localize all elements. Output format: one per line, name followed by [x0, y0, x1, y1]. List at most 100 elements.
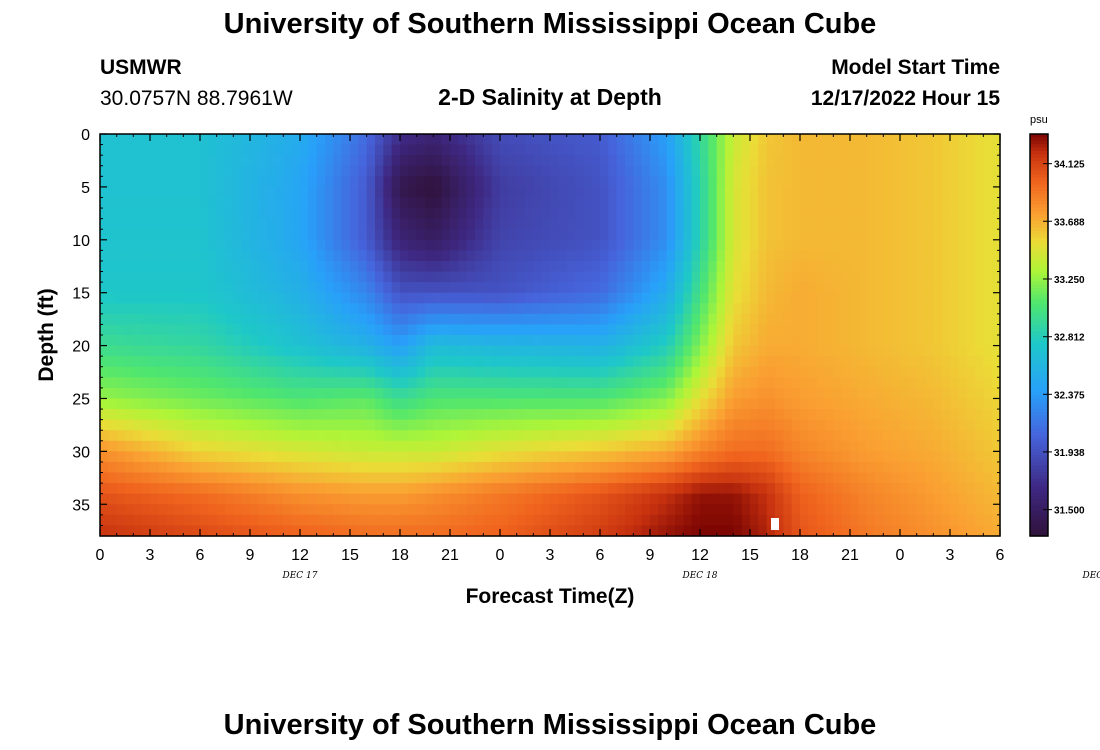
heatmap-cell: [800, 430, 809, 442]
heatmap-cell: [483, 165, 493, 177]
heatmap-cell: [716, 377, 726, 389]
heatmap-cell: [841, 229, 851, 241]
heatmap-cell: [641, 144, 651, 156]
heatmap-cell: [183, 218, 193, 230]
heatmap-cell: [150, 260, 159, 273]
heatmap-cell: [166, 218, 176, 230]
heatmap-cell: [458, 345, 468, 357]
heatmap-cell: [508, 472, 518, 484]
heatmap-cell: [300, 134, 309, 146]
heatmap-cell: [100, 165, 109, 177]
heatmap-cell: [991, 472, 1001, 484]
heatmap-cell: [283, 387, 293, 400]
heatmap-cell: [125, 514, 134, 527]
heatmap-cell: [200, 324, 209, 336]
heatmap-cell: [558, 239, 568, 251]
heatmap-cell: [408, 324, 418, 336]
heatmap-cell: [150, 197, 159, 209]
heatmap-cell: [983, 377, 993, 389]
heatmap-cell: [150, 472, 159, 484]
heatmap-cell: [508, 504, 518, 516]
heatmap-cell: [791, 493, 801, 505]
heatmap-cell: [741, 472, 751, 484]
heatmap-cell: [200, 197, 209, 209]
heatmap-cell: [733, 208, 743, 220]
heatmap-cell: [350, 419, 359, 431]
heatmap-cell: [850, 155, 859, 167]
heatmap-cell: [758, 409, 768, 421]
heatmap-cell: [816, 292, 826, 304]
heatmap-cell: [691, 398, 701, 410]
heatmap-cell: [191, 155, 201, 167]
heatmap-cell: [741, 186, 751, 199]
heatmap-cell: [300, 356, 309, 368]
heatmap-cell: [708, 239, 718, 251]
colorbar-swatch: [1030, 184, 1048, 189]
heatmap-cell: [658, 271, 668, 283]
heatmap-cell: [141, 430, 151, 442]
heatmap-cell: [791, 345, 801, 357]
heatmap-cell: [341, 303, 351, 315]
heatmap-cell: [575, 218, 584, 230]
heatmap-cell: [941, 303, 951, 315]
heatmap-cell: [983, 324, 993, 336]
heatmap-cell: [983, 419, 993, 431]
heatmap-cell: [166, 356, 176, 368]
heatmap-cell: [966, 260, 976, 273]
heatmap-cell: [941, 398, 951, 410]
heatmap-cell: [683, 324, 693, 336]
heatmap-cell: [741, 409, 751, 421]
heatmap-cell: [725, 398, 734, 410]
heatmap-cell: [491, 165, 501, 177]
heatmap-cell: [775, 324, 784, 336]
heatmap-cell: [200, 504, 209, 516]
heatmap-cell: [433, 134, 443, 146]
heatmap-cell: [725, 409, 734, 421]
station-coords: 30.0757N 88.7961W: [100, 87, 293, 110]
heatmap-cell: [341, 472, 351, 484]
heatmap-cell: [333, 366, 343, 378]
heatmap-cell: [866, 398, 876, 410]
heatmap-cell: [550, 144, 559, 156]
heatmap-cell: [241, 335, 251, 347]
heatmap-cell: [133, 282, 143, 294]
heatmap-cell: [583, 377, 593, 389]
heatmap-cell: [741, 282, 751, 294]
heatmap-cell: [150, 345, 159, 357]
heatmap-cell: [491, 271, 501, 283]
heatmap-cell: [600, 303, 609, 315]
x-tick-label: 0: [496, 547, 505, 564]
heatmap-cell: [491, 335, 501, 347]
heatmap-cell: [658, 197, 668, 209]
heatmap-cell: [650, 525, 659, 537]
heatmap-cell: [666, 218, 676, 230]
heatmap-cell: [891, 504, 901, 516]
heatmap-cell: [725, 197, 734, 209]
heatmap-cell: [325, 345, 334, 357]
heatmap-cell: [175, 229, 184, 241]
heatmap-cell: [525, 313, 534, 326]
heatmap-cell: [841, 303, 851, 315]
heatmap-cell: [441, 176, 451, 188]
heatmap-cell: [400, 229, 409, 241]
heatmap-cell: [875, 197, 884, 209]
heatmap-cell: [733, 440, 743, 452]
heatmap-cell: [716, 356, 726, 368]
heatmap-cell: [691, 472, 701, 484]
heatmap-cell: [891, 451, 901, 463]
heatmap-cell: [216, 176, 226, 188]
heatmap-cell: [775, 186, 784, 199]
heatmap-cell: [558, 324, 568, 336]
heatmap-cell: [425, 514, 434, 527]
heatmap-cell: [200, 208, 209, 220]
heatmap-cell: [650, 218, 659, 230]
heatmap-cell: [400, 345, 409, 357]
heatmap-cell: [791, 483, 801, 495]
heatmap-cell: [516, 345, 526, 357]
heatmap-cell: [166, 165, 176, 177]
heatmap-cell: [141, 324, 151, 336]
heatmap-cell: [550, 260, 559, 273]
heatmap-cell: [591, 483, 601, 495]
heatmap-cell: [891, 419, 901, 431]
heatmap-cell: [808, 483, 818, 495]
